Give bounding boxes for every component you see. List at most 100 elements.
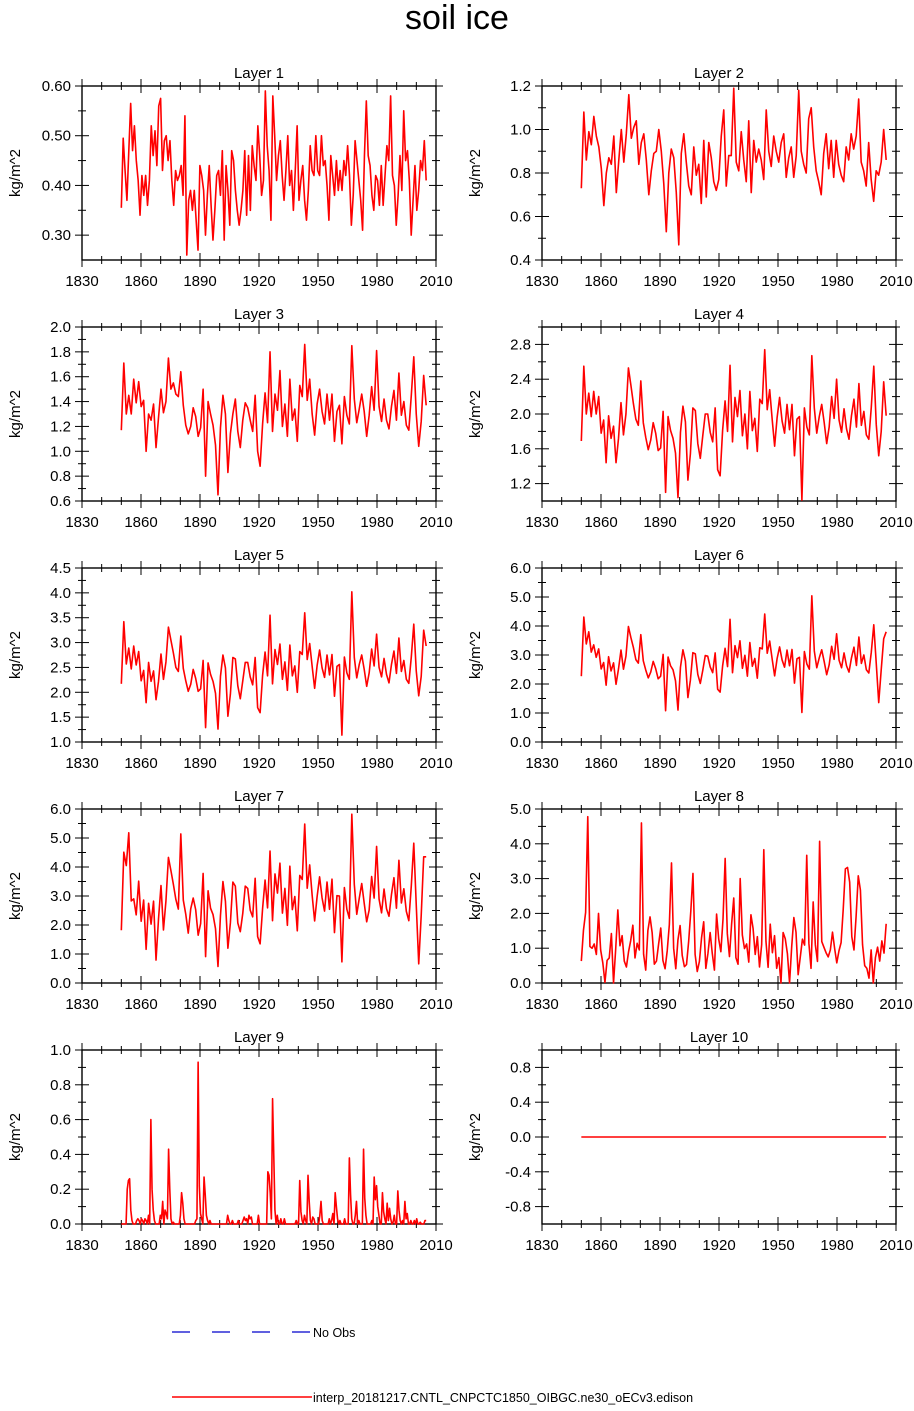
x-tick-label: 1980 — [820, 514, 853, 531]
x-tick-label: 1950 — [761, 755, 794, 772]
y-tick-label: 3.0 — [510, 647, 531, 664]
y-tick-label: 3.0 — [50, 635, 71, 652]
y-tick-label: 0.6 — [50, 493, 71, 510]
x-tick-label: 1950 — [301, 514, 334, 531]
legend-series-label: interp_20181217.CNTL_CNPCTC1850_OIBGC.ne… — [313, 1391, 693, 1405]
y-tick-label: 0.8 — [510, 165, 531, 182]
y-tick-label: 2.0 — [50, 684, 71, 701]
y-tick-label: 0.30 — [42, 227, 71, 244]
x-tick-label: 1860 — [124, 996, 157, 1013]
y-tick-label: 0.8 — [510, 1059, 531, 1076]
y-tick-label: 0.0 — [50, 975, 71, 992]
legend-no-obs-label: No Obs — [313, 1326, 355, 1340]
x-tick-label: 2010 — [879, 273, 912, 290]
x-tick-label: 1830 — [525, 755, 558, 772]
x-tick-label: 1920 — [702, 514, 735, 531]
y-axis-label: kg/m^2 — [467, 149, 484, 197]
y-tick-label: 5.0 — [510, 589, 531, 606]
panel-layer-8: Layer 8 kg/m^2 1830 1860 1890 1920 1950 1980 201… — [467, 788, 913, 1013]
series-line — [580, 815, 887, 984]
x-tick-label: 1830 — [525, 996, 558, 1013]
x-tick-label: 1860 — [124, 1237, 157, 1254]
y-axis-label: kg/m^2 — [7, 631, 24, 679]
x-tick-label: 2010 — [879, 514, 912, 531]
x-tick-label: 1890 — [643, 996, 676, 1013]
y-tick-label: 5.0 — [50, 830, 71, 847]
x-tick-label: 1920 — [702, 755, 735, 772]
x-tick-label: 1980 — [820, 273, 853, 290]
y-tick-label: 1.6 — [50, 369, 71, 386]
y-tick-label: 2.0 — [510, 406, 531, 423]
y-tick-label: 4.0 — [50, 585, 71, 602]
panel-title: Layer 5 — [234, 547, 284, 564]
panel-layer-4: Layer 4 kg/m^2 1830 1860 1890 1920 1950 1980 201… — [467, 306, 913, 531]
x-tick-label: 2010 — [419, 514, 452, 531]
x-tick-label: 1920 — [242, 755, 275, 772]
y-tick-label: 0.8 — [50, 1077, 71, 1094]
x-tick-label: 1980 — [360, 514, 393, 531]
panel-title: Layer 10 — [690, 1029, 748, 1046]
x-tick-label: 1860 — [584, 1237, 617, 1254]
y-tick-label: 6.0 — [50, 801, 71, 818]
panel-title: Layer 3 — [234, 306, 284, 323]
y-tick-label: 1.0 — [50, 734, 71, 751]
y-tick-label: 0.6 — [50, 1112, 71, 1129]
x-tick-label: 1920 — [242, 1237, 275, 1254]
y-tick-label: 0.0 — [510, 734, 531, 751]
y-tick-label: 2.8 — [510, 336, 531, 353]
y-tick-label: 1.0 — [510, 940, 531, 957]
x-tick-label: 1860 — [124, 514, 157, 531]
y-axis-label: kg/m^2 — [467, 390, 484, 438]
x-tick-label: 1830 — [65, 514, 98, 531]
y-tick-label: 3.0 — [50, 888, 71, 905]
y-tick-label: 5.0 — [510, 801, 531, 818]
y-tick-label: 2.0 — [510, 905, 531, 922]
series-line — [120, 343, 427, 496]
series-line — [121, 1061, 427, 1225]
x-tick-label: 1950 — [301, 755, 334, 772]
y-tick-label: 1.4 — [50, 394, 71, 411]
x-tick-label: 1890 — [643, 273, 676, 290]
x-tick-label: 1980 — [820, 755, 853, 772]
x-tick-label: 1980 — [360, 996, 393, 1013]
y-axis-label: kg/m^2 — [7, 390, 24, 438]
y-tick-label: 0.40 — [42, 177, 71, 194]
x-tick-label: 2010 — [419, 273, 452, 290]
panel-layer-7: Layer 7 kg/m^2 1830 1860 1890 1920 1950 1980 201… — [7, 788, 453, 1013]
y-tick-label: 0.50 — [42, 128, 71, 145]
y-tick-label: 4.0 — [510, 618, 531, 635]
x-tick-label: 1920 — [242, 273, 275, 290]
panel-title: Layer 9 — [234, 1029, 284, 1046]
x-tick-label: 1920 — [702, 996, 735, 1013]
panel-layer-1: Layer 1 kg/m^2 1830 1860 1890 1920 1950 1980 201… — [7, 65, 453, 290]
y-tick-label: 1.5 — [50, 709, 71, 726]
x-tick-label: 1890 — [183, 273, 216, 290]
series-line — [580, 348, 887, 501]
legend: No Obs interp_20181217.CNTL_CNPCTC1850_O… — [172, 1326, 693, 1405]
panel-layer-6: Layer 6 kg/m^2 1830 1860 1890 1920 1950 1980 201… — [467, 547, 913, 772]
y-tick-label: 2.4 — [510, 371, 531, 388]
y-axis-label: kg/m^2 — [467, 872, 484, 920]
y-tick-label: 0.4 — [510, 252, 531, 269]
panel-title: Layer 8 — [694, 788, 744, 805]
y-tick-label: 1.0 — [50, 1042, 71, 1059]
y-tick-label: 1.0 — [50, 443, 71, 460]
y-tick-label: 0.0 — [510, 1129, 531, 1146]
panel-layer-3: Layer 3 kg/m^2 1830 1860 1890 1920 1950 1980 201… — [7, 306, 453, 531]
series-line — [120, 813, 427, 968]
x-tick-label: 1950 — [301, 1237, 334, 1254]
y-tick-label: 1.6 — [510, 441, 531, 458]
y-tick-label: 0.8 — [50, 468, 71, 485]
x-tick-label: 1980 — [360, 273, 393, 290]
panel-layer-2: Layer 2 kg/m^2 1830 1860 1890 1920 1950 1980 201… — [467, 65, 913, 290]
y-tick-label: 2.5 — [50, 659, 71, 676]
y-tick-label: 1.2 — [510, 476, 531, 493]
y-tick-label: 1.8 — [50, 344, 71, 361]
series-line — [120, 591, 427, 736]
panel-title: Layer 7 — [234, 788, 284, 805]
y-tick-label: 4.0 — [50, 859, 71, 876]
plot-frame — [81, 85, 437, 261]
y-tick-label: -0.8 — [505, 1199, 531, 1216]
x-tick-label: 1890 — [183, 1237, 216, 1254]
